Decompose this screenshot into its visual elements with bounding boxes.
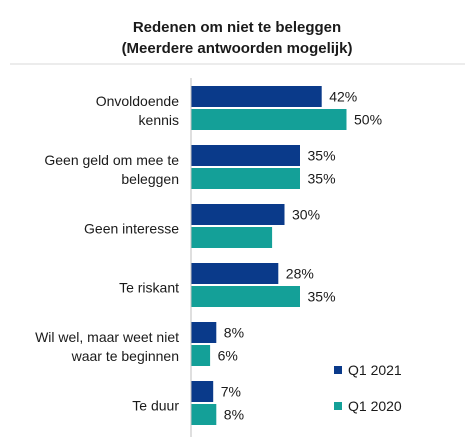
data-label: 35%: [308, 148, 336, 164]
chart-title-line: (Meerdere antwoorden mogelijk): [122, 40, 353, 57]
bar-q1-2020: [191, 286, 300, 307]
chart-title-line: Redenen om niet te beleggen: [133, 19, 341, 36]
bar-q1-2020: [191, 345, 211, 366]
bar-q1-2021: [191, 322, 217, 343]
bar-q1-2020: [191, 404, 217, 425]
category-label: Onvoldoende: [96, 93, 180, 109]
data-label: 30%: [292, 207, 320, 223]
category-label: beleggen: [121, 171, 179, 187]
bars: [191, 86, 347, 425]
bar-q1-2021: [191, 204, 285, 225]
data-label: 28%: [286, 266, 314, 282]
chart-title: Redenen om niet te beleggen (Meerdere ant…: [122, 19, 353, 57]
bar-q1-2021: [191, 145, 300, 166]
data-labels: 42% 35% 30% 28% 8% 7% 50% 35% 35% 6% 8%: [218, 89, 382, 423]
data-label: 50%: [354, 112, 382, 128]
category-label: kennis: [139, 112, 179, 128]
data-label: 6%: [218, 348, 238, 364]
data-label: 35%: [308, 171, 336, 187]
data-label: 8%: [224, 325, 244, 341]
category-label: Te duur: [132, 398, 179, 414]
bar-q1-2021: [191, 381, 214, 402]
category-labels: Onvoldoende kennis Geen geld om mee te bele…: [35, 93, 179, 414]
category-label: Wil wel, maar weet niet: [35, 329, 179, 345]
data-label: 42%: [329, 89, 357, 105]
data-label: 8%: [224, 407, 244, 423]
legend: Q1 2021 Q1 2020: [334, 362, 402, 414]
legend-swatch: [334, 366, 342, 374]
category-label: Geen geld om mee te: [44, 152, 179, 168]
bar-q1-2021: [191, 263, 279, 284]
bar-q1-2021: [191, 86, 322, 107]
category-label: Te riskant: [119, 280, 179, 296]
data-label: 7%: [221, 384, 241, 400]
bar-q1-2020: [191, 168, 300, 189]
legend-swatch: [334, 402, 342, 410]
category-label: waar te beginnen: [71, 348, 179, 364]
bar-q1-2020: [191, 109, 347, 130]
legend-label: Q1 2021: [348, 362, 402, 378]
data-label: 35%: [308, 289, 336, 305]
bar-q1-2020: [191, 227, 273, 248]
legend-label: Q1 2020: [348, 398, 402, 414]
category-label: Geen interesse: [84, 221, 179, 237]
